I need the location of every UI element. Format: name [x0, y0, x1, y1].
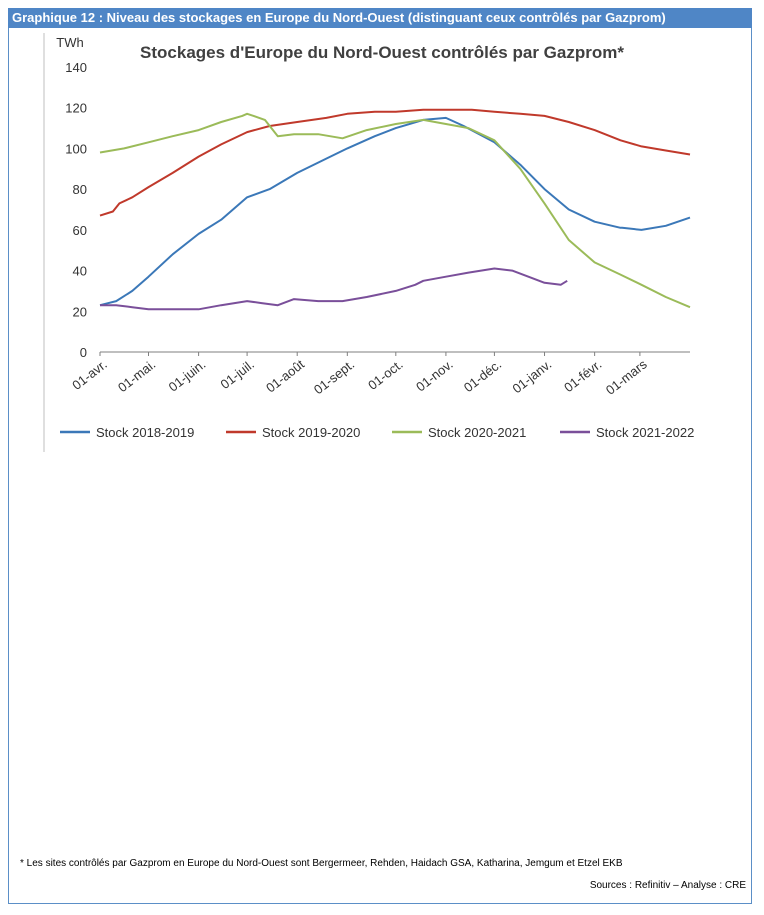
y-axis-label: TWh — [56, 35, 83, 50]
figure-frame — [8, 8, 752, 904]
y-tick-label: 60 — [73, 223, 87, 238]
chart-title: Stockages d'Europe du Nord-Ouest contrôl… — [140, 43, 624, 62]
y-tick-label: 100 — [65, 141, 87, 156]
series-line-3 — [99, 112, 691, 309]
series-line-4 — [100, 267, 568, 311]
chart-uncontrolled: Stockages d'Europe du Nord-Ouest non con… — [0, 0, 764, 460]
y-tick-label: 80 — [73, 182, 87, 197]
sources: Sources : Refinitiv – Analyse : CRE — [589, 880, 746, 891]
series-line-2 — [99, 108, 691, 217]
chart-controlled: Stockages d'Europe du Nord-Ouest contrôl… — [43, 33, 694, 452]
legend-label-1: Stock 2018-2019 — [96, 425, 194, 440]
y-tick-label: 120 — [65, 101, 87, 116]
y-tick-label: 140 — [65, 60, 87, 75]
figure-header: Graphique 12 : Niveau des stockages en E… — [8, 8, 752, 28]
y-tick-label: 20 — [73, 304, 87, 319]
legend-label-2: Stock 2019-2020 — [262, 425, 360, 440]
legend-label-3: Stock 2020-2021 — [428, 425, 526, 440]
footnote: * Les sites contrôlés par Gazprom en Eur… — [20, 858, 623, 869]
y-tick-label: 40 — [73, 264, 87, 279]
y-tick-label: 0 — [80, 345, 87, 360]
series-line-1 — [99, 116, 691, 307]
legend-label-4: Stock 2021-2022 — [596, 425, 694, 440]
